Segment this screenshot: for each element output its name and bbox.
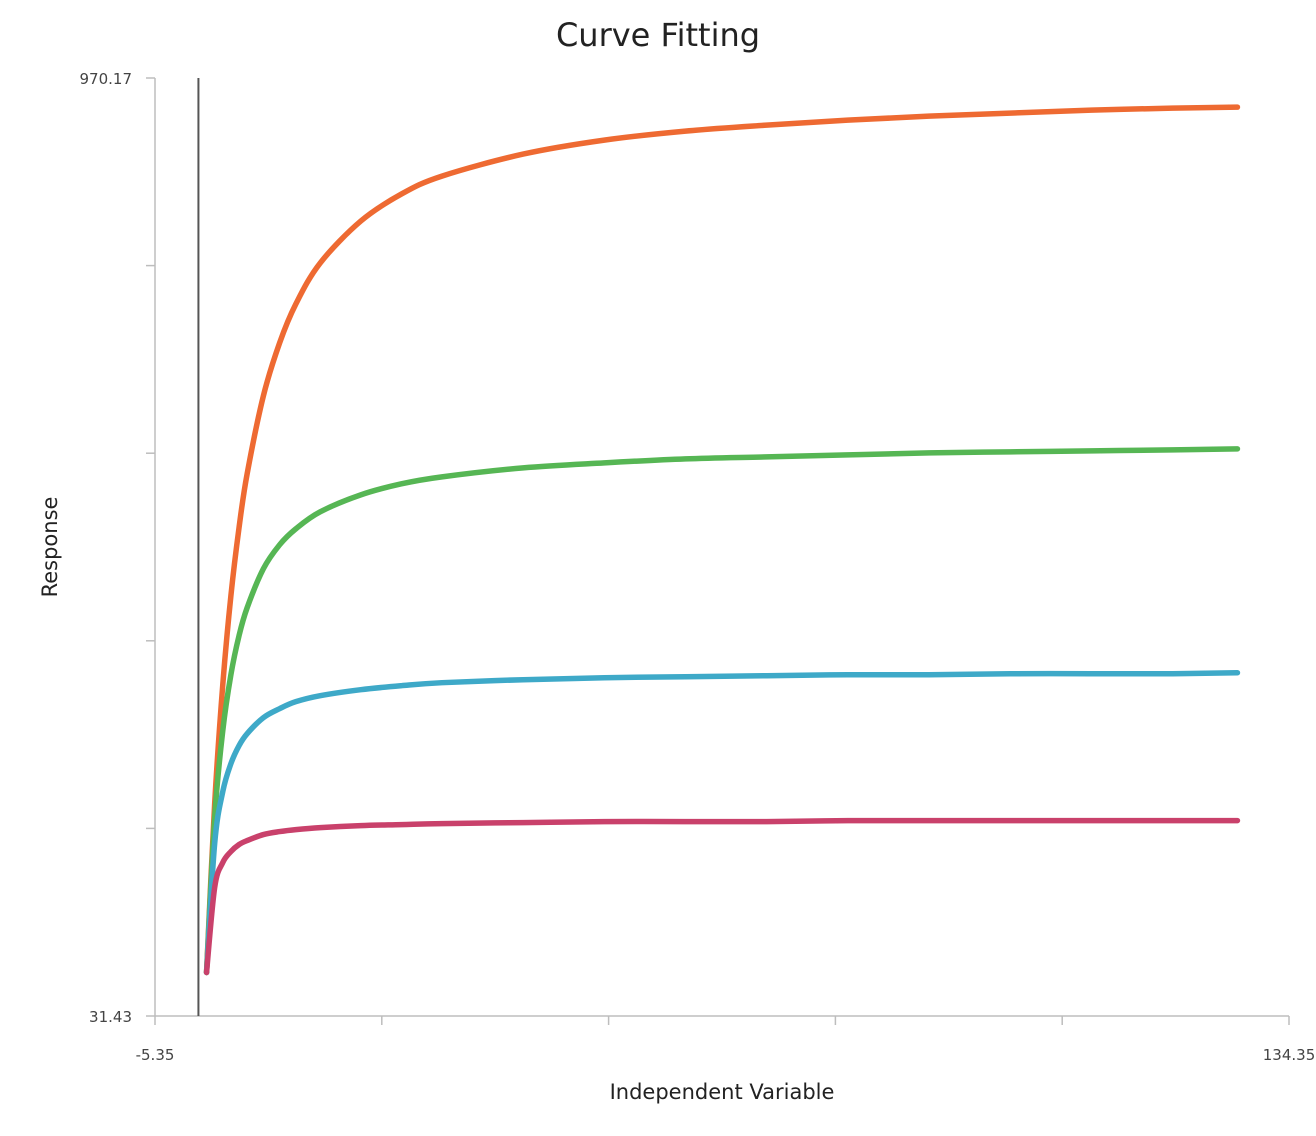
x-tick-label-min: -5.35 xyxy=(136,1046,175,1064)
series-line-2 xyxy=(203,446,1241,976)
series-group xyxy=(203,104,1241,976)
x-tick-label-max: 134.35 xyxy=(1263,1046,1316,1064)
y-tick-label-max: 970.17 xyxy=(80,70,133,88)
y-axis-ticks xyxy=(146,77,155,1017)
chart-title: Curve Fitting xyxy=(556,16,760,54)
series-line-1 xyxy=(203,104,1241,976)
series-line-3 xyxy=(203,669,1241,976)
series-line-4 xyxy=(203,817,1241,976)
axes xyxy=(146,77,1290,1025)
x-axis-label: Independent Variable xyxy=(610,1080,835,1104)
y-axis-label: Response xyxy=(38,497,62,598)
y-tick-label-min: 31.43 xyxy=(89,1008,132,1026)
x-axis-ticks xyxy=(154,1016,1290,1025)
